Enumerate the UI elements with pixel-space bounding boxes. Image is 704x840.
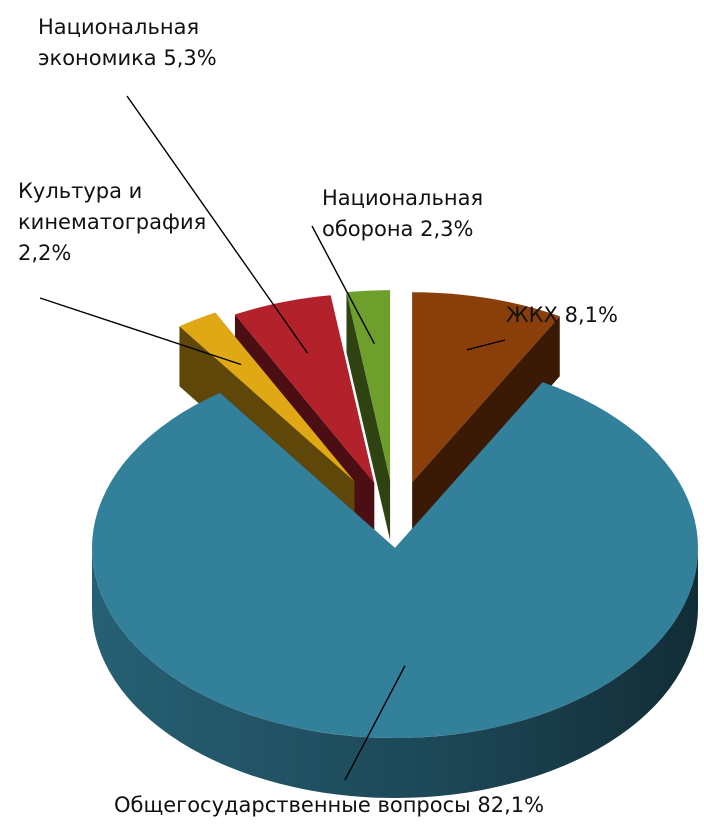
slice-label-culture-cinematography: Культура и кинематография 2,2%: [18, 179, 207, 265]
pie-slice-general-state-issues: [92, 382, 699, 798]
leader-line-national-economy: [126, 95, 309, 354]
slice-label-national-economy: Национальная экономика 5,3%: [38, 15, 217, 70]
pie-slice-zhkh: [412, 292, 560, 543]
leader-line-national-defense: [311, 225, 375, 345]
slice-label-zhkh: ЖКХ 8,1%: [506, 303, 618, 327]
slice-label-general-state-issues: Общегосударственные вопросы 82,1%: [114, 793, 545, 817]
leader-line-culture-cinematography: [39, 297, 242, 366]
slice-label-national-defense: Национальная оборона 2,3%: [322, 186, 484, 241]
pie-slice-national-defense: [346, 290, 391, 541]
leader-line-zhkh: [466, 339, 506, 351]
leader-line-general-state-issues: [344, 665, 406, 781]
